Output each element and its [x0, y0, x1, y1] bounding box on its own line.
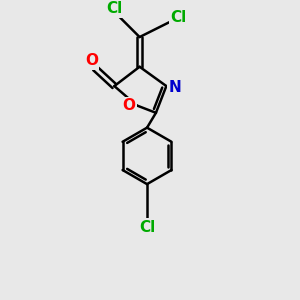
- Text: Cl: Cl: [170, 10, 186, 25]
- Text: O: O: [123, 98, 136, 113]
- Text: Cl: Cl: [139, 220, 155, 235]
- Text: O: O: [85, 53, 98, 68]
- Text: Cl: Cl: [106, 1, 122, 16]
- Text: N: N: [168, 80, 181, 95]
